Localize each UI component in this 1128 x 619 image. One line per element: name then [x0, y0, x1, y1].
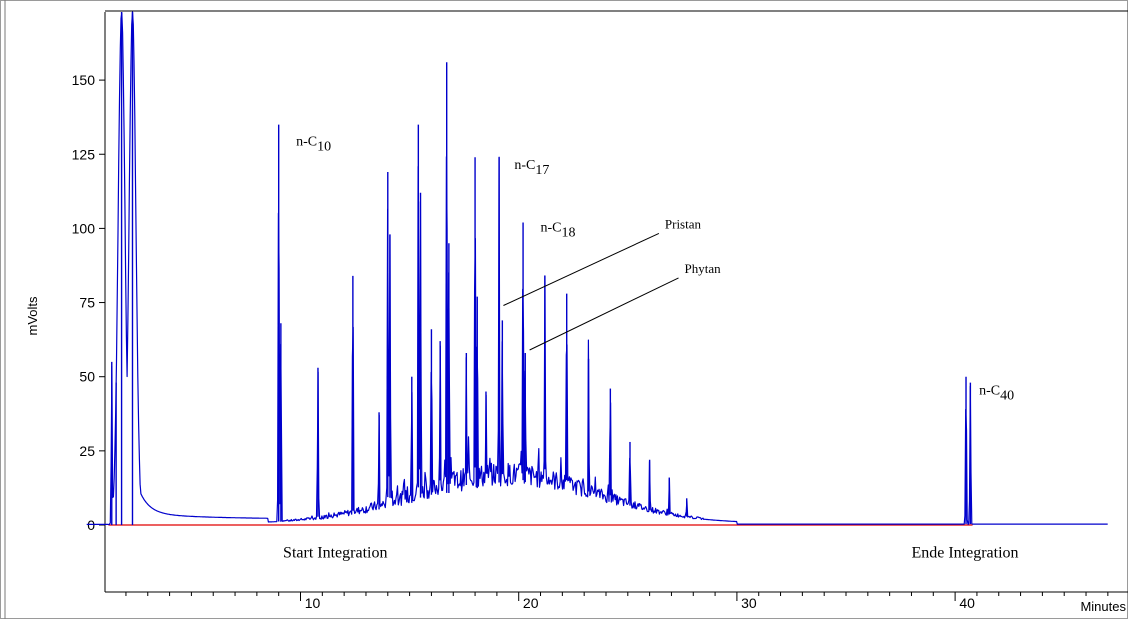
phytan-pointer-line: [529, 277, 679, 351]
annotation-n-c18-base: n-C: [541, 220, 562, 235]
annotation-n-c10: n-C10: [296, 134, 331, 154]
y-tick-label-150: 150: [72, 72, 96, 88]
series-chromatogram-line: [86, 11, 1108, 526]
annotation-start-integration: Start Integration: [283, 545, 387, 562]
y-tick-label-100: 100: [72, 220, 96, 236]
pristan-pointer-line: [503, 232, 660, 306]
annotation-phytan: Phytan: [685, 261, 722, 276]
y-tick-label-125: 125: [72, 146, 96, 162]
annotation-n-c18: n-C18: [541, 220, 576, 240]
x-ticks: 10 20 30 40: [125, 592, 1109, 611]
annotation-n-c17-sub: 17: [535, 163, 549, 178]
y-axis-label: mVolts: [25, 296, 40, 336]
y-tick-label-25: 25: [79, 443, 95, 459]
annotation-n-c17-base: n-C: [514, 158, 535, 173]
x-tick-label-30: 30: [741, 595, 757, 611]
annotation-ende-integration: Ende Integration: [911, 545, 1018, 562]
annotation-n-c10-sub: 10: [317, 139, 331, 154]
annotation-n-c40-sub: 40: [1000, 388, 1014, 403]
annotation-pristan: Pristan: [665, 216, 702, 231]
annotation-n-c17: n-C17: [514, 158, 549, 178]
annotation-n-c18-sub: 18: [562, 225, 576, 240]
annotation-n-c40-base: n-C: [979, 383, 1000, 398]
x-tick-label-20: 20: [523, 595, 539, 611]
annotation-n-c10-base: n-C: [296, 134, 317, 149]
x-tick-label-10: 10: [305, 595, 321, 611]
y-tick-label-50: 50: [79, 369, 95, 385]
annotation-n-c40: n-C40: [979, 383, 1014, 403]
x-axis-label: Minutes: [1080, 599, 1126, 614]
y-tick-label-75: 75: [79, 295, 95, 311]
peak-marks: [111, 12, 972, 525]
x-tick-label-40: 40: [959, 595, 975, 611]
